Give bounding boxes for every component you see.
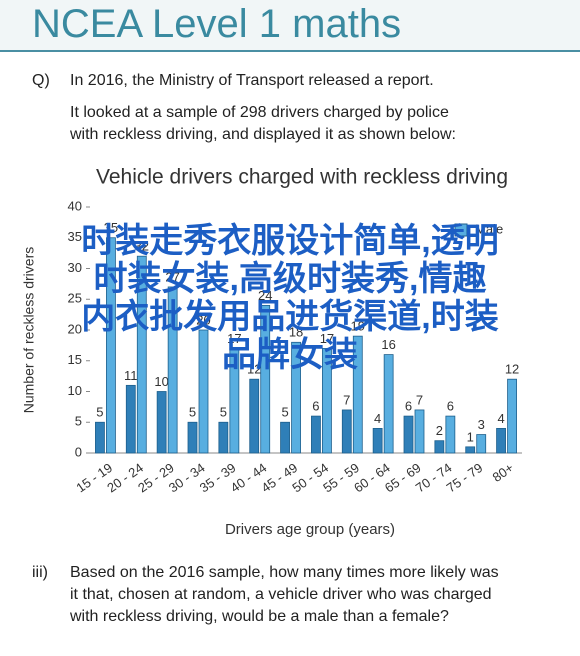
legend-label: Male [475,221,503,236]
value-label: 12 [505,362,519,377]
y-axis-title: Number of reckless drivers [21,247,37,414]
watermark-line: 品牌女装 [222,336,358,374]
bar [136,255,147,454]
bar [341,409,352,454]
value-label: 17 [320,331,334,346]
bar [95,421,105,454]
value-label: 5 [96,405,103,420]
value-label: 7 [343,392,350,407]
bar [291,341,301,454]
question-line: It looked at a sample of 298 drivers cha… [70,104,449,121]
value-label: 1 [467,429,474,444]
value-label: 6 [405,399,412,414]
x-tick-label: 75 - 79 [444,460,486,496]
value-label: 7 [416,392,423,407]
header: NCEA Level 1 maths [0,0,580,52]
followup-line: Based on the 2016 sample, how many times… [70,564,499,581]
value-label: 12 [247,362,261,377]
bar [260,304,271,454]
legend-swatch [454,223,468,237]
y-tick-label: 30 [68,260,82,275]
bar [372,427,383,454]
value-label: 4 [497,411,504,426]
y-tick-label: 25 [68,291,82,306]
y-tick-label: 20 [68,321,82,336]
bar [322,348,332,454]
bar [311,415,321,454]
value-label: 27 [165,269,179,284]
value-label: 4 [374,411,381,426]
bar [496,427,506,454]
bar [476,434,487,454]
bar [249,378,260,454]
x-axis-title: Drivers age group (years) [225,521,395,538]
bar [229,348,240,454]
bar [198,329,209,454]
y-tick-label: 15 [68,352,82,367]
bar [434,440,445,454]
value-label: 16 [381,337,395,352]
bar [352,335,363,454]
bar [465,446,476,454]
value-label: 24 [258,288,272,303]
y-tick-label: 40 [68,198,82,213]
bar [507,378,517,454]
value-label: 5 [281,405,288,420]
bar [187,421,198,454]
watermark-line: 内衣批发用品进货渠道,时装 [81,298,499,336]
question-line: In 2016, the Ministry of Transport relea… [70,72,434,89]
value-label: 2 [436,423,443,438]
watermark-line: 时装走秀衣服设计简单,透明 [81,222,499,260]
value-label: 6 [312,399,319,414]
watermark: 时装走秀衣服设计简单,透明 时装女装,高级时装秀,情趣 内衣批发用品进货渠道,时… [0,222,580,374]
value-label: 17 [227,331,241,346]
value-label: 35 [104,220,118,235]
y-tick-label: 0 [75,444,82,459]
value-label: 32 [135,239,149,254]
bar [403,415,414,454]
chart: Vehicle drivers charged with reckless dr… [21,166,522,538]
value-label: 5 [220,405,227,420]
y-tick-label: 35 [68,229,82,244]
bar [445,415,456,454]
bar [383,354,394,454]
x-tick-label: 80+ [490,460,517,485]
value-label: 18 [289,325,303,340]
bar [125,384,136,454]
value-label: 20 [196,312,210,327]
value-label: 3 [478,417,485,432]
value-label: 5 [189,405,196,420]
bar [106,237,116,454]
question-line: with reckless driving, and displayed it … [70,126,456,143]
header-title: NCEA Level 1 maths [32,2,402,46]
question-marker: Q) [32,72,50,89]
bar [218,421,229,454]
watermark-line: 时装女装,高级时装秀,情趣 [93,260,487,298]
bar [167,286,178,454]
bar [156,391,167,454]
value-label: 10 [154,374,168,389]
y-tick-label: 5 [75,414,82,429]
followup-line: it that, chosen at random, a vehicle dri… [70,586,492,603]
value-label: 11 [124,368,138,383]
followup-marker: iii) [32,564,48,581]
followup-line: with reckless driving, would be a male t… [70,608,449,625]
bar [414,409,425,454]
y-tick-label: 10 [68,383,82,398]
bar [280,421,290,454]
value-label: 6 [447,399,454,414]
value-label: 19 [351,319,365,334]
chart-title: Vehicle drivers charged with reckless dr… [96,166,508,189]
